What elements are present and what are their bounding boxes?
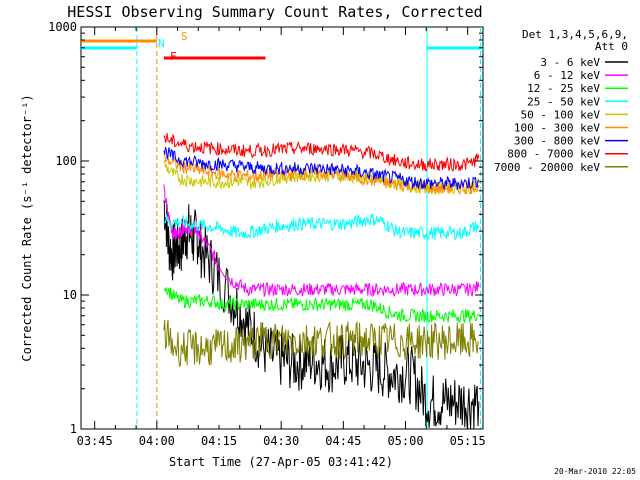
chart-title: HESSI Observing Summary Count Rates, Cor… xyxy=(67,3,482,21)
flag-bars: S NF xyxy=(81,30,483,63)
series-line-6 xyxy=(163,147,480,191)
x-tick-label-0: 03:45 xyxy=(77,434,113,448)
legend-title: Det 1,3,4,5,6,9, xyxy=(522,28,628,41)
series-line-8 xyxy=(163,319,480,367)
plot-frame xyxy=(80,26,484,430)
x-tick-label-2: 04:15 xyxy=(201,434,237,448)
legend-label-7: 800 - 7000 keV xyxy=(507,148,600,161)
y-tick-label-2: 100 xyxy=(55,154,77,168)
x-tick-label-4: 04:45 xyxy=(325,434,361,448)
legend-label-5: 100 - 300 keV xyxy=(514,122,600,135)
legend-label-4: 50 - 100 keV xyxy=(521,108,601,121)
y-tick-label-3: 1000 xyxy=(48,20,77,34)
x-axis-ticks: 03:45 04:00 04:15 04:30 04:45 05:00 05:15 xyxy=(77,27,486,448)
legend-label-6: 300 - 800 keV xyxy=(514,135,600,148)
series-line-7 xyxy=(163,133,480,172)
flag-f-label: F xyxy=(170,50,177,63)
legend-label-1: 6 - 12 keV xyxy=(534,69,601,82)
flag-n-label: N xyxy=(158,37,165,50)
legend-label-8: 7000 - 20000 keV xyxy=(494,161,600,174)
timestamp: 20-Mar-2010 22:05 xyxy=(554,467,636,476)
legend-label-3: 25 - 50 keV xyxy=(527,95,600,108)
series-lines xyxy=(163,133,480,430)
x-tick-label-1: 04:00 xyxy=(139,434,175,448)
y-tick-label-1: 10 xyxy=(63,288,77,302)
legend-label-0: 3 - 6 keV xyxy=(540,56,600,69)
legend-subtitle: Att 0 xyxy=(595,40,628,53)
x-axis-label: Start Time (27-Apr-05 03:41:42) xyxy=(169,455,393,469)
y-axis-ticks: 1 10 100 1000 xyxy=(48,20,483,436)
flag-s-label: S xyxy=(181,30,188,43)
x-tick-label-3: 04:30 xyxy=(263,434,299,448)
y-tick-label-0: 1 xyxy=(70,422,77,436)
y-axis-label: Corrected Count Rate (s⁻¹ detector⁻¹) xyxy=(20,94,34,361)
series-line-3 xyxy=(163,213,480,241)
x-tick-label-5: 05:00 xyxy=(387,434,423,448)
legend-label-2: 12 - 25 keV xyxy=(527,82,600,95)
vertical-markers xyxy=(136,27,482,429)
x-tick-label-6: 05:15 xyxy=(450,434,486,448)
series-line-2 xyxy=(163,287,479,324)
